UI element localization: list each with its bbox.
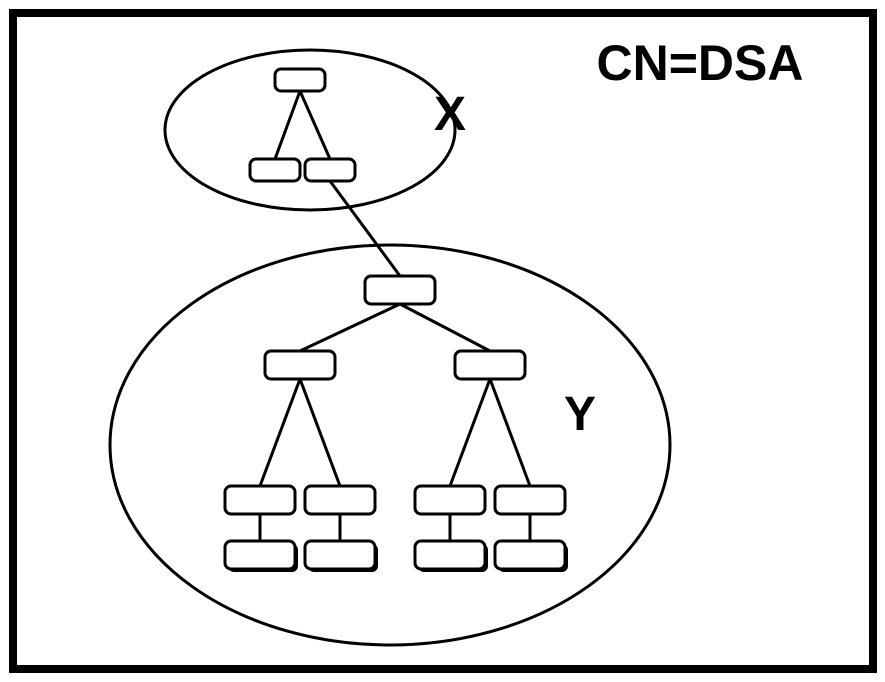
node-y_rl2 <box>415 541 485 569</box>
node-y_ll <box>225 486 295 514</box>
node-y_lr2 <box>305 541 375 569</box>
node-y_rr <box>495 486 565 514</box>
node-y_l <box>265 351 335 379</box>
node-y_r <box>455 351 525 379</box>
node-y_ll2 <box>225 541 295 569</box>
node-x_r <box>305 159 355 181</box>
node-x_l <box>250 159 300 181</box>
title-label: CN=DSA <box>597 35 804 91</box>
group-x-label: X <box>434 88 466 141</box>
node-y_rr2 <box>495 541 565 569</box>
node-y_lr <box>305 486 375 514</box>
node-y_rl <box>415 486 485 514</box>
group-y-label: Y <box>564 388 596 441</box>
node-y_root <box>365 276 435 304</box>
node-x_root <box>275 69 325 91</box>
